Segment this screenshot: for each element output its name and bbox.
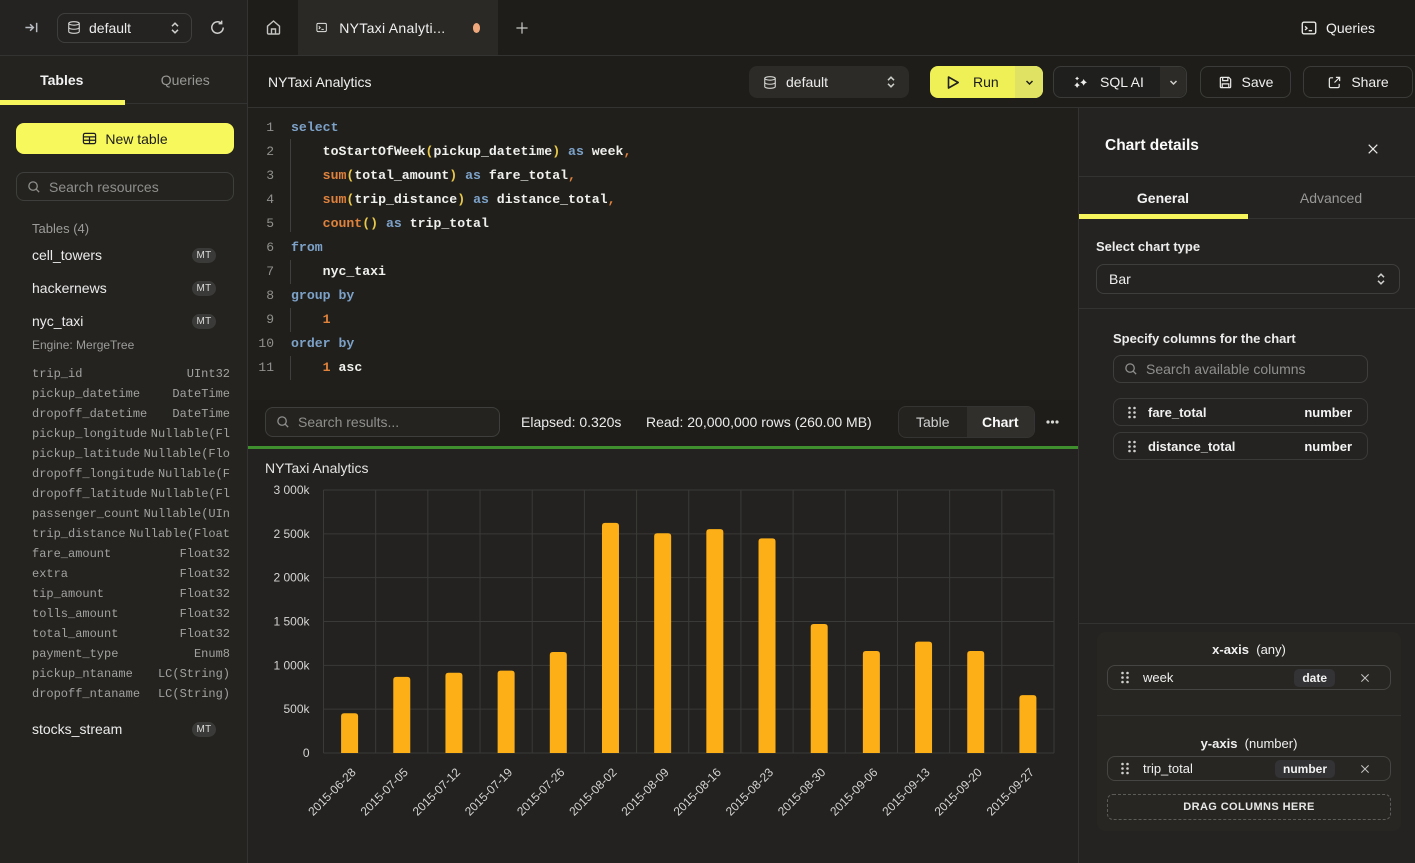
svg-text:2015-09-13: 2015-09-13 <box>879 765 933 819</box>
svg-text:2015-08-02: 2015-08-02 <box>566 765 620 819</box>
svg-text:2015-09-27: 2015-09-27 <box>984 765 1038 819</box>
svg-text:2015-07-05: 2015-07-05 <box>358 765 412 819</box>
svg-text:1 500k: 1 500k <box>273 615 310 629</box>
svg-text:2015-07-12: 2015-07-12 <box>410 765 464 819</box>
svg-text:500k: 500k <box>283 702 310 716</box>
svg-text:2015-06-28: 2015-06-28 <box>305 765 359 819</box>
svg-text:2015-09-20: 2015-09-20 <box>932 765 986 819</box>
svg-text:2 500k: 2 500k <box>273 527 310 541</box>
svg-text:2015-08-23: 2015-08-23 <box>723 765 777 819</box>
svg-text:1 000k: 1 000k <box>273 658 310 672</box>
svg-text:2015-08-09: 2015-08-09 <box>618 765 672 819</box>
svg-text:2 000k: 2 000k <box>273 571 310 585</box>
svg-text:2015-08-16: 2015-08-16 <box>671 765 725 819</box>
svg-text:2015-08-30: 2015-08-30 <box>775 765 829 819</box>
svg-text:2015-07-26: 2015-07-26 <box>514 765 568 819</box>
svg-text:3 000k: 3 000k <box>273 483 310 497</box>
svg-text:2015-07-19: 2015-07-19 <box>462 765 516 819</box>
svg-text:2015-09-06: 2015-09-06 <box>827 765 881 819</box>
svg-text:0: 0 <box>303 746 310 760</box>
